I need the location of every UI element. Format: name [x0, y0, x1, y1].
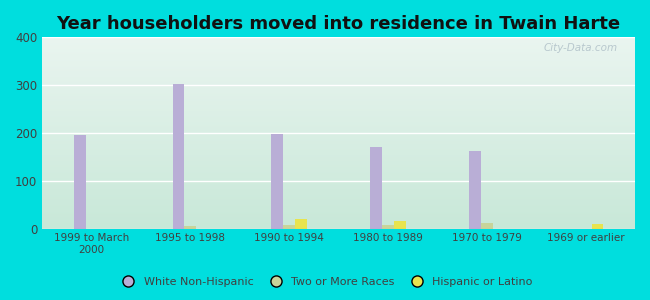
Bar: [394, 221, 406, 229]
Text: City-Data.com: City-Data.com: [543, 43, 618, 53]
Title: Year householders moved into residence in Twain Harte: Year householders moved into residence i…: [57, 15, 621, 33]
Bar: [283, 225, 295, 229]
Legend: White Non-Hispanic, Two or More Races, Hispanic or Latino: White Non-Hispanic, Two or More Races, H…: [112, 273, 538, 291]
Bar: [481, 223, 493, 229]
Bar: [382, 225, 394, 229]
Bar: [370, 147, 382, 229]
Bar: [592, 224, 603, 229]
Bar: [73, 135, 86, 229]
Bar: [295, 219, 307, 229]
Bar: [172, 84, 185, 229]
Bar: [469, 151, 481, 229]
Bar: [185, 226, 196, 229]
Bar: [271, 134, 283, 229]
